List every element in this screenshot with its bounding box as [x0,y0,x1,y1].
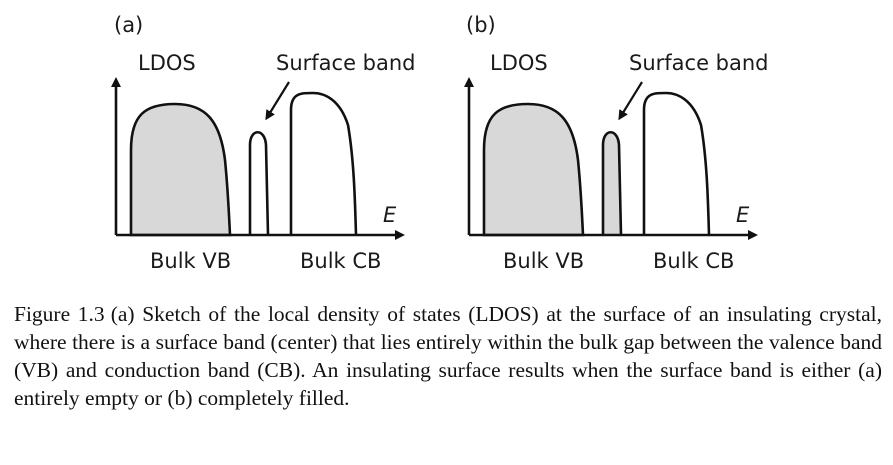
panel-b-surface-arrow [618,81,643,121]
panel-a: (a) LDOS Surface band E Bulk VB Bulk CB [111,13,416,273]
panel-b-vb-shape [482,102,585,237]
panel-b-cb-shape [642,91,711,236]
panel-a-vb-shape [129,102,232,237]
panel-a-surface-arrow [265,81,290,121]
panel-a-e-label: E [383,203,397,227]
panel-b-surface-band [601,130,623,236]
panel-b-ldos-label: LDOS [490,51,548,75]
panel-a-cb-shape [289,91,358,236]
panel-a-cb-label: Bulk CB [300,249,381,273]
panel-b-vb-label: Bulk VB [503,249,584,273]
panel-b-e-label: E [736,203,750,227]
panel-a-surface-band [248,130,270,236]
panel-a-tag: (a) [114,13,143,37]
panel-b: (b) LDOS Surface band E Bulk VB Bulk CB [464,13,769,273]
panel-b-cb-label: Bulk CB [653,249,734,273]
caption-text: (a) Sketch of the local density of state… [14,302,882,410]
panel-b-tag: (b) [466,13,496,37]
panel-a-ldos-label: LDOS [138,51,196,75]
figure-number: Figure 1.3 [14,302,105,326]
panel-a-surface-label: Surface band [276,51,416,75]
figure-caption: Figure 1.3 (a) Sketch of the local densit… [14,300,882,412]
figure: (a) LDOS Surface band E Bulk VB Bulk CB … [111,13,769,273]
panel-a-vb-label: Bulk VB [150,249,231,273]
panel-b-surface-label: Surface band [629,51,769,75]
ldos-diagram: (a) LDOS Surface band E Bulk VB Bulk CB … [111,13,769,273]
